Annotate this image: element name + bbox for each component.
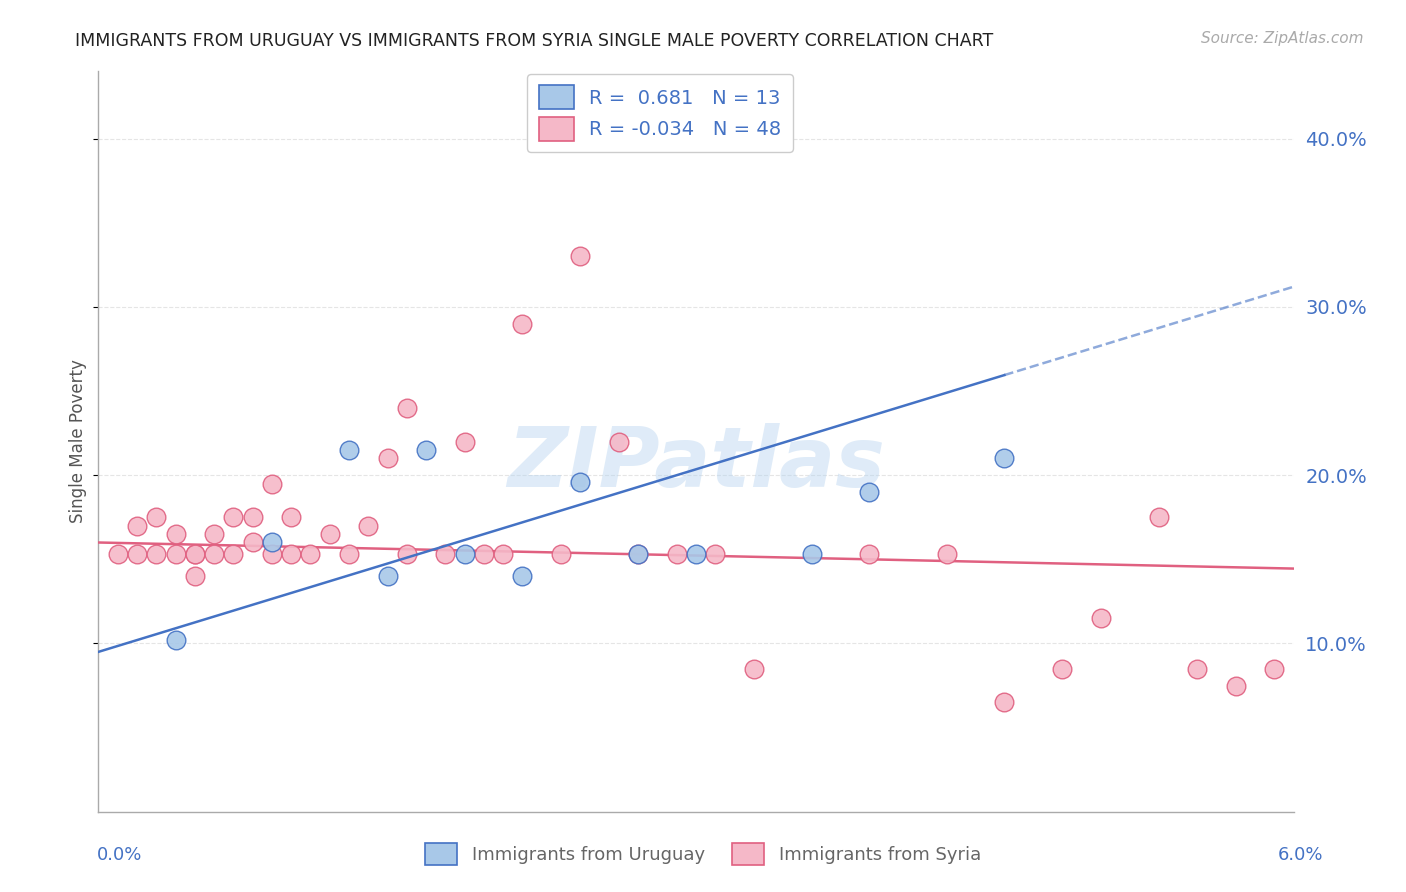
Point xyxy=(512,569,534,583)
Point xyxy=(1263,662,1285,676)
Text: 6.0%: 6.0% xyxy=(1278,846,1323,863)
Point xyxy=(357,518,380,533)
Point xyxy=(395,547,418,561)
Point xyxy=(434,547,457,561)
Point xyxy=(202,547,225,561)
Point xyxy=(377,569,399,583)
Point xyxy=(492,547,515,561)
Point xyxy=(1090,611,1112,625)
Point xyxy=(665,547,688,561)
Point xyxy=(627,547,650,561)
Point xyxy=(993,451,1015,466)
Point xyxy=(125,518,148,533)
Point xyxy=(125,547,148,561)
Point xyxy=(453,434,475,449)
Point xyxy=(202,527,225,541)
Point xyxy=(260,535,283,549)
Point xyxy=(165,547,187,561)
Point xyxy=(260,476,283,491)
Point xyxy=(319,527,342,541)
Point xyxy=(685,547,707,561)
Point xyxy=(280,547,302,561)
Point xyxy=(627,547,650,561)
Point xyxy=(377,451,399,466)
Point xyxy=(704,547,727,561)
Point xyxy=(165,527,187,541)
Text: IMMIGRANTS FROM URUGUAY VS IMMIGRANTS FROM SYRIA SINGLE MALE POVERTY CORRELATION: IMMIGRANTS FROM URUGUAY VS IMMIGRANTS FR… xyxy=(75,32,993,50)
Point xyxy=(299,547,322,561)
Point xyxy=(145,547,167,561)
Point xyxy=(569,475,592,489)
Point xyxy=(222,547,245,561)
Point xyxy=(742,662,765,676)
Point xyxy=(145,510,167,524)
Point xyxy=(1147,510,1170,524)
Text: ZIPatlas: ZIPatlas xyxy=(508,423,884,504)
Point xyxy=(165,633,187,648)
Point xyxy=(800,547,823,561)
Y-axis label: Single Male Poverty: Single Male Poverty xyxy=(69,359,87,524)
Point xyxy=(1185,662,1208,676)
Point xyxy=(242,510,264,524)
Point xyxy=(550,547,572,561)
Point xyxy=(337,442,360,457)
Point xyxy=(222,510,245,524)
Text: Source: ZipAtlas.com: Source: ZipAtlas.com xyxy=(1201,31,1364,46)
Legend: R =  0.681   N = 13, R = -0.034   N = 48: R = 0.681 N = 13, R = -0.034 N = 48 xyxy=(527,74,793,153)
Point xyxy=(395,401,418,415)
Point xyxy=(993,695,1015,709)
Point xyxy=(415,442,437,457)
Point xyxy=(453,547,475,561)
Point xyxy=(280,510,302,524)
Point xyxy=(569,249,592,264)
Point xyxy=(935,547,957,561)
Point xyxy=(260,547,283,561)
Point xyxy=(1050,662,1073,676)
Point xyxy=(184,547,207,561)
Point xyxy=(858,485,880,500)
Text: 0.0%: 0.0% xyxy=(97,846,142,863)
Point xyxy=(472,547,495,561)
Point xyxy=(337,547,360,561)
Point xyxy=(858,547,880,561)
Point xyxy=(512,317,534,331)
Point xyxy=(242,535,264,549)
Point xyxy=(607,434,630,449)
Point xyxy=(107,547,129,561)
Point xyxy=(1225,679,1247,693)
Legend: Immigrants from Uruguay, Immigrants from Syria: Immigrants from Uruguay, Immigrants from… xyxy=(418,836,988,872)
Point xyxy=(184,547,207,561)
Point xyxy=(184,569,207,583)
